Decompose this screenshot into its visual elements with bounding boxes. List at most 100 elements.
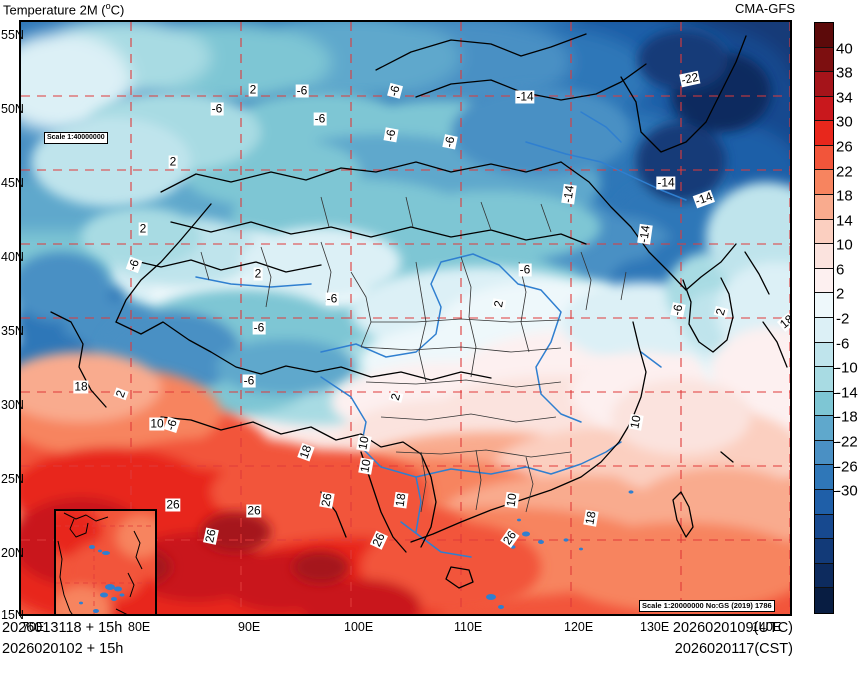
colorbar-segment xyxy=(815,539,833,564)
map-canvas: 2 2 2 2 2 2 2 2 -6 -6 -6 -6 -6 -6 -6 -6 … xyxy=(21,22,790,614)
colorbar-tick-label: 18 xyxy=(836,187,853,205)
contour-label: 2 xyxy=(168,154,178,169)
colorbar-segment xyxy=(815,342,833,368)
map-scale-label: Scale 1:20000000 No:GS (2019) 1786 xyxy=(639,600,775,612)
colorbar-tick-label: 30 xyxy=(836,113,853,131)
contour-label: 2 xyxy=(138,221,148,236)
model-label: CMA-GFS xyxy=(735,1,795,16)
colorbar-tick-label: 26 xyxy=(836,138,853,156)
colorbar-tick-mark xyxy=(834,392,838,394)
contour-label: -6 xyxy=(382,127,399,143)
inset-map-south-china-sea[interactable] xyxy=(54,509,157,614)
colorbar-tick-label: -10 xyxy=(836,359,858,377)
colorbar-segment xyxy=(815,489,833,515)
contour-label: -6 xyxy=(242,373,256,388)
colorbar-segment xyxy=(815,367,833,392)
colorbar-segment xyxy=(815,47,833,73)
x-tick-3: 100E xyxy=(344,620,374,634)
contour-label: 18 xyxy=(73,379,89,394)
contour-label: 26 xyxy=(246,503,262,518)
colorbar-tick-mark xyxy=(834,466,838,468)
colorbar-tick-label: -26 xyxy=(836,458,858,475)
colorbar-segment xyxy=(815,23,833,48)
y-tick-0: 55N xyxy=(1,28,24,42)
contour-label: 10 xyxy=(627,413,644,431)
colorbar-segment xyxy=(815,293,833,318)
contour-label: -14 xyxy=(656,175,676,190)
map-plot-area[interactable]: 2 2 2 2 2 2 2 2 -6 -6 -6 -6 -6 -6 -6 -6 … xyxy=(19,20,792,616)
colorbar-segment xyxy=(815,195,833,220)
contour-label: 10 xyxy=(503,491,520,509)
x-tick-0: 70E xyxy=(22,620,45,634)
colorbar-tick-label: 2 xyxy=(836,285,845,303)
footer-valid-cst: 2026020117(CST) xyxy=(674,641,793,657)
colorbar-segment xyxy=(815,440,833,466)
y-tick-3: 40N xyxy=(1,250,24,264)
colorbar-tick-label: -18 xyxy=(836,408,858,426)
colorbar-segment xyxy=(815,317,833,343)
colorbar-segment xyxy=(815,170,833,196)
colorbar-tick-label: -6 xyxy=(836,335,850,353)
x-tick-1: 80E xyxy=(128,620,151,634)
contour-label: 10 xyxy=(355,434,372,452)
contour-label: 10 xyxy=(149,416,165,431)
footer-valid-utc: 2026020109(UTC) xyxy=(672,620,793,636)
colorbar[interactable] xyxy=(814,22,834,614)
colorbar-tick-label: 10 xyxy=(836,236,853,254)
colorbar-tick-label: 38 xyxy=(836,64,853,82)
colorbar-tick-label: -30 xyxy=(836,482,858,500)
page-title: Temperature 2M (oC) xyxy=(3,1,125,18)
colorbar-tick-label: 22 xyxy=(836,163,853,180)
colorbar-tick-label: 40 xyxy=(836,40,853,58)
colorbar-tick-mark xyxy=(834,491,838,493)
colorbar-tick-label: -2 xyxy=(836,310,850,328)
colorbar-tick-label: -14 xyxy=(836,384,858,402)
colorbar-segment xyxy=(815,514,833,540)
y-tick-6: 25N xyxy=(1,472,24,486)
contour-label: 2 xyxy=(253,266,263,281)
colorbar-tick-label: 34 xyxy=(836,89,853,107)
x-tick-4: 110E xyxy=(454,620,483,634)
colorbar-segment xyxy=(815,244,833,269)
contour-label: -6 xyxy=(252,320,266,335)
colorbar-tick-mark xyxy=(834,417,838,419)
temperature-field-svg xyxy=(21,22,790,614)
colorbar-segment xyxy=(815,268,833,294)
colorbar-segment xyxy=(815,121,833,146)
y-tick-8: 15N xyxy=(1,608,24,622)
contour-label: -6 xyxy=(325,291,339,306)
contour-label: -14 xyxy=(515,89,535,104)
contour-label: 2 xyxy=(248,82,258,97)
colorbar-segment xyxy=(815,72,833,97)
colorbar-tick-label: 6 xyxy=(836,261,845,279)
colorbar-segment xyxy=(815,96,833,122)
contour-label: -6 xyxy=(669,302,686,318)
colorbar-segment xyxy=(815,588,833,613)
x-tick-5: 120E xyxy=(564,620,594,634)
colorbar-segment xyxy=(815,219,833,245)
colorbar-segment xyxy=(815,391,833,417)
contour-label: -6 xyxy=(295,83,309,98)
contour-label: -6 xyxy=(313,111,327,126)
footer-init-cst: 2026020102 + 15h xyxy=(2,641,124,657)
contour-label: 26 xyxy=(165,497,181,512)
x-tick-7: 140E xyxy=(752,620,782,634)
colorbar-segment xyxy=(815,563,833,589)
x-tick-2: 90E xyxy=(238,620,261,634)
colorbar-tick-label: -22 xyxy=(836,433,858,451)
contour-label: -6 xyxy=(210,101,224,116)
y-tick-1: 50N xyxy=(1,102,24,116)
contour-label: -6 xyxy=(441,134,458,150)
inset-map-svg xyxy=(56,511,155,614)
colorbar-segment xyxy=(815,465,833,490)
colorbar-segment xyxy=(815,145,833,171)
contour-label: -6 xyxy=(518,262,532,277)
colorbar-segment xyxy=(815,416,833,441)
y-tick-5: 30N xyxy=(1,398,24,412)
colorbar-tick-mark xyxy=(834,368,838,370)
contour-label: -14 xyxy=(636,223,653,245)
contour-label: 10 xyxy=(357,457,374,475)
x-tick-6: 130E xyxy=(640,620,670,634)
footer-init-utc: 2026013118 + 15h xyxy=(2,620,123,636)
y-tick-4: 35N xyxy=(1,324,24,338)
